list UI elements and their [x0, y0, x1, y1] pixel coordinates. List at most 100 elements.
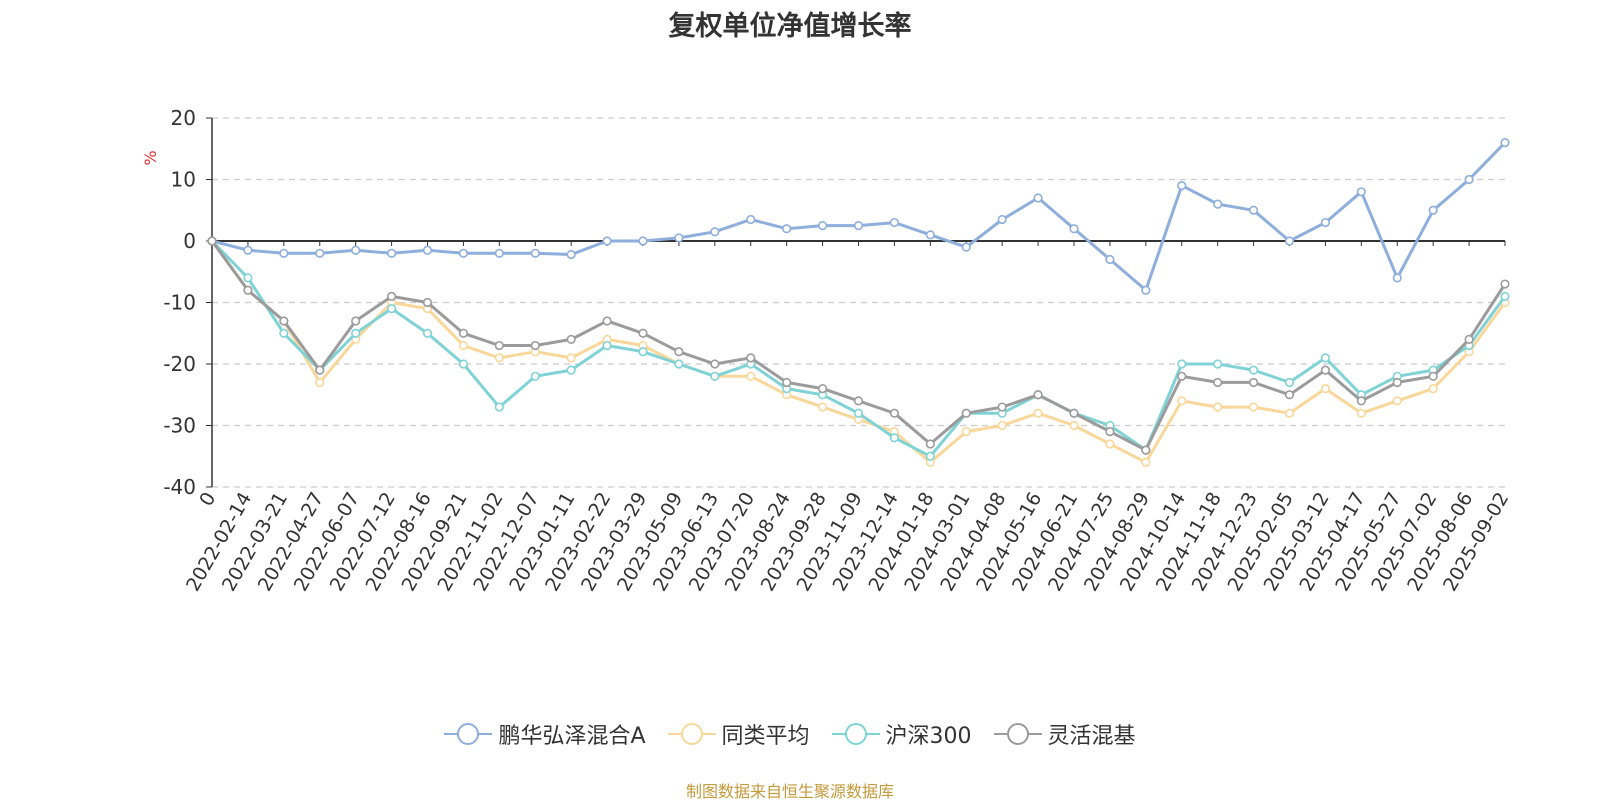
- chart-title: 复权单位净值增长率: [668, 11, 912, 42]
- data-point: [279, 328, 289, 338]
- data-point: [1320, 217, 1331, 228]
- data-point: [315, 365, 325, 375]
- data-point: [1428, 205, 1438, 215]
- data-point: [925, 439, 935, 449]
- series-line: [210, 239, 1507, 464]
- data-point: [1428, 371, 1438, 381]
- data-point: [1500, 279, 1510, 289]
- data-point: [710, 359, 720, 369]
- data-point: [853, 408, 864, 418]
- data-point: [1177, 396, 1187, 406]
- legend-circle: [680, 723, 703, 745]
- data-point: [602, 340, 612, 351]
- y-tick-label: -40: [163, 475, 196, 499]
- data-point: [961, 427, 971, 437]
- legend-item[interactable]: 沪深300: [831, 718, 972, 750]
- data-point: [1464, 174, 1474, 185]
- data-point: [1248, 205, 1259, 215]
- legend-item[interactable]: 鹏华弘泽混合A: [444, 718, 646, 750]
- data-point: [853, 396, 864, 406]
- data-point: [1356, 408, 1366, 418]
- data-point: [1392, 377, 1402, 388]
- data-point: [494, 248, 504, 258]
- data-point: [638, 328, 648, 338]
- data-point: [1284, 236, 1295, 246]
- data-point: [674, 359, 684, 369]
- data-point: [889, 433, 900, 443]
- legend-item[interactable]: 灵活混基: [993, 718, 1136, 750]
- data-point: [1105, 254, 1115, 265]
- legend-item[interactable]: 同类平均: [667, 718, 810, 750]
- data-point: [961, 408, 971, 418]
- data-point: [458, 328, 469, 338]
- data-point: [530, 340, 540, 351]
- y-tick-label: 10: [171, 168, 196, 192]
- data-point: [279, 248, 289, 258]
- data-point: [1356, 187, 1366, 197]
- data-point: [997, 420, 1007, 431]
- data-point: [782, 377, 792, 388]
- data-point: [1284, 390, 1295, 400]
- data-point: [817, 221, 828, 231]
- data-point: [746, 371, 756, 381]
- data-point: [997, 214, 1007, 225]
- data-point: [1213, 402, 1223, 412]
- series-lines: [207, 138, 1510, 468]
- legend-label: 鹏华弘泽混合A: [498, 724, 646, 749]
- data-point: [243, 273, 253, 283]
- data-point: [1213, 359, 1223, 369]
- legend-marker-icon: [993, 723, 1042, 745]
- data-point: [566, 249, 576, 260]
- data-point: [1320, 353, 1331, 363]
- data-point: [1177, 359, 1187, 369]
- data-point: [422, 328, 433, 338]
- data-point: [710, 227, 720, 237]
- data-point: [925, 230, 935, 240]
- data-point: [1428, 384, 1438, 394]
- data-point: [422, 245, 433, 255]
- data-point: [602, 316, 612, 326]
- data-point: [638, 236, 648, 246]
- legend-circle: [457, 723, 480, 745]
- data-point: [243, 285, 253, 295]
- y-tick-label: 0: [183, 229, 196, 253]
- data-point: [1320, 384, 1331, 394]
- data-point: [889, 408, 900, 418]
- data-point: [925, 451, 935, 461]
- data-point: [746, 353, 756, 363]
- data-point: [1248, 377, 1259, 388]
- data-point: [1177, 181, 1187, 191]
- data-point: [351, 328, 361, 338]
- data-point: [1069, 224, 1079, 234]
- data-point: [351, 316, 361, 326]
- legend-circle: [1006, 723, 1029, 745]
- y-tick-label: -20: [163, 352, 196, 376]
- data-point: [674, 347, 684, 357]
- data-point: [1213, 199, 1223, 209]
- source-note: 制图数据来自恒生聚源数据库: [685, 782, 894, 801]
- data-point: [458, 340, 469, 351]
- data-point: [1284, 408, 1295, 418]
- data-point: [530, 371, 540, 381]
- data-point: [1141, 445, 1151, 455]
- data-point: [817, 402, 828, 412]
- data-point: [1500, 291, 1510, 301]
- data-point: [494, 402, 504, 412]
- data-point: [1141, 285, 1151, 295]
- data-point: [458, 359, 469, 369]
- data-point: [351, 245, 361, 255]
- data-point: [1356, 396, 1366, 406]
- legend-marker-icon: [444, 723, 493, 745]
- data-point: [1033, 408, 1043, 418]
- data-point: [1105, 427, 1115, 437]
- legend-circle: [844, 723, 867, 745]
- series-line: [210, 141, 1507, 292]
- data-point: [602, 236, 612, 246]
- data-point: [889, 217, 900, 228]
- data-point: [1213, 377, 1223, 388]
- legend-label: 灵活混基: [1047, 724, 1136, 749]
- data-point: [638, 347, 648, 357]
- data-point: [1069, 408, 1079, 418]
- data-point: [853, 221, 864, 231]
- y-axis-unit-label: %: [141, 150, 160, 165]
